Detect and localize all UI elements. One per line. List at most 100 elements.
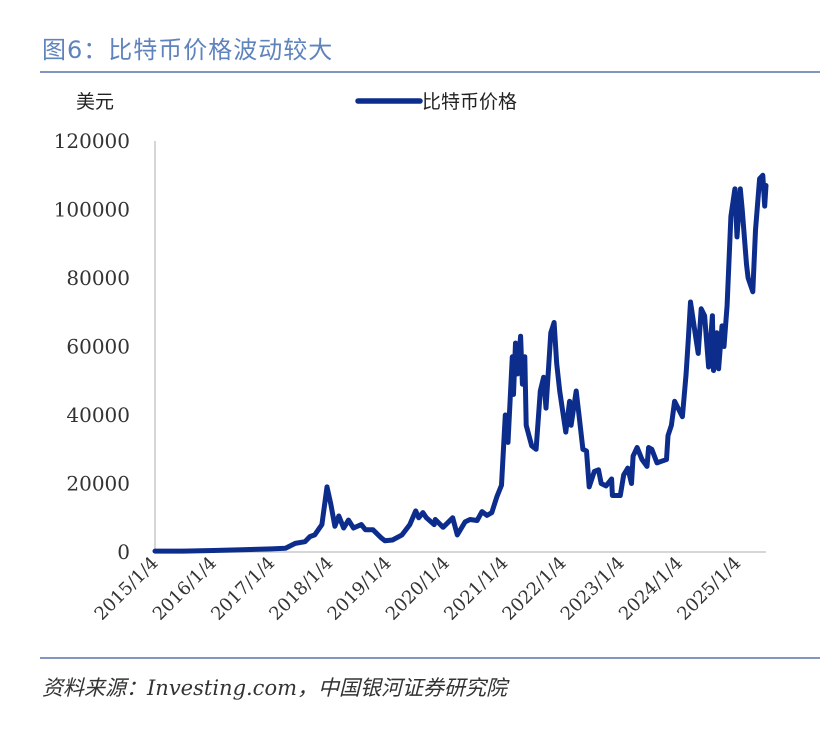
y-tick-label: 0 — [117, 540, 130, 564]
data-point — [587, 484, 592, 490]
y-tick-label: 120000 — [54, 129, 130, 153]
data-point — [433, 517, 438, 522]
data-point — [312, 532, 317, 538]
data-point — [699, 306, 704, 311]
data-point — [529, 443, 534, 448]
data-point — [382, 538, 388, 543]
top-rule — [40, 71, 820, 73]
data-point — [599, 481, 604, 486]
data-point — [686, 337, 691, 342]
data-point — [757, 176, 762, 181]
data-point — [346, 517, 351, 523]
data-point — [574, 388, 579, 394]
data-point — [462, 519, 468, 525]
data-point — [646, 445, 651, 450]
data-point — [307, 534, 313, 539]
y-tick-label: 60000 — [66, 335, 130, 359]
data-point — [341, 525, 346, 531]
data-point — [522, 354, 527, 359]
data-point — [688, 299, 693, 305]
data-point — [548, 330, 553, 335]
data-point — [563, 429, 568, 435]
data-point — [762, 203, 767, 209]
data-point — [702, 313, 707, 318]
data-point — [370, 527, 376, 532]
data-point — [750, 289, 755, 294]
data-point — [665, 433, 671, 438]
data-point — [424, 515, 429, 520]
y-tick-label: 40000 — [66, 403, 130, 427]
data-point — [332, 524, 338, 529]
data-point — [283, 546, 288, 551]
data-point — [520, 382, 525, 387]
data-point — [379, 536, 384, 541]
data-point — [420, 510, 426, 515]
data-point — [351, 525, 356, 531]
data-point — [621, 472, 626, 478]
data-point — [568, 423, 574, 428]
data-point — [328, 501, 333, 507]
data-point — [494, 495, 499, 500]
data-point — [744, 262, 749, 267]
bottom-rule — [40, 657, 820, 659]
data-point — [664, 457, 669, 462]
source-note: 资料来源：Investing.com，中国银河证券研究院 — [42, 676, 508, 700]
data-point — [659, 459, 664, 464]
data-point — [763, 183, 769, 188]
data-point — [734, 234, 740, 240]
data-point — [359, 522, 364, 527]
data-point — [474, 518, 480, 523]
data-point — [721, 344, 727, 349]
data-point — [479, 509, 485, 514]
data-point — [724, 303, 730, 308]
data-point — [319, 522, 325, 527]
data-point — [644, 464, 650, 469]
data-point — [239, 547, 244, 552]
data-point — [760, 173, 765, 178]
data-point — [745, 275, 751, 281]
data-point — [603, 483, 609, 489]
data-point — [269, 546, 274, 552]
data-point — [440, 525, 446, 530]
data-point — [416, 515, 421, 520]
data-point — [728, 214, 734, 219]
data-point — [554, 361, 559, 366]
data-point — [740, 207, 745, 212]
data-point — [753, 227, 758, 233]
x-tick-label: 2025/1/4 — [673, 553, 745, 625]
data-point — [634, 445, 640, 450]
data-point — [505, 440, 511, 445]
data-point — [518, 334, 523, 339]
data-point — [181, 548, 186, 554]
data-point — [489, 510, 494, 515]
data-point — [399, 532, 405, 538]
data-point — [511, 392, 516, 397]
figure-title: 图6：比特币价格波动较大 — [42, 36, 334, 64]
data-point — [630, 453, 636, 459]
data-point — [716, 366, 721, 371]
data-point — [336, 513, 341, 519]
data-point — [683, 371, 689, 377]
data-point — [584, 448, 589, 454]
data-point — [533, 447, 539, 452]
data-point — [706, 364, 711, 370]
data-point — [610, 493, 615, 498]
y-tick-label: 100000 — [54, 198, 130, 222]
data-point — [513, 340, 518, 346]
data-point — [503, 412, 508, 418]
data-point — [293, 541, 298, 546]
data-point — [302, 539, 308, 544]
data-point — [711, 368, 716, 373]
data-point — [211, 548, 216, 553]
data-point — [719, 323, 725, 329]
y-tick-label: 80000 — [66, 266, 130, 290]
data-point — [596, 467, 601, 472]
data-point — [576, 412, 582, 418]
data-point — [680, 414, 685, 419]
data-point — [557, 388, 562, 394]
data-point — [510, 354, 515, 359]
data-point — [625, 465, 630, 471]
data-point — [693, 334, 698, 339]
y-axis-unit-label: 美元 — [76, 91, 114, 113]
